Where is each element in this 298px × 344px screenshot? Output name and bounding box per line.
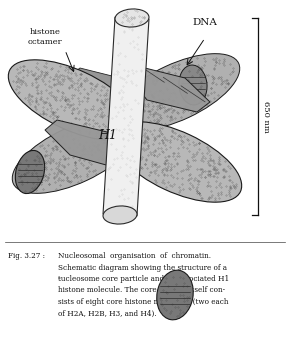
Text: ŧucleosome core particle and an associated H1: ŧucleosome core particle and an associat… [58, 275, 229, 283]
Ellipse shape [112, 122, 242, 202]
Polygon shape [45, 120, 120, 168]
Ellipse shape [157, 270, 193, 320]
Polygon shape [53, 68, 120, 110]
Polygon shape [130, 65, 210, 112]
Text: histone
octamer: histone octamer [28, 28, 62, 46]
Polygon shape [103, 17, 149, 216]
Ellipse shape [179, 65, 207, 105]
Text: histone molecule. The core particle itself con-: histone molecule. The core particle itse… [58, 287, 225, 294]
Ellipse shape [115, 9, 149, 27]
Text: DNA: DNA [193, 18, 218, 27]
Text: sists of eight core histone molecules (two each: sists of eight core histone molecules (t… [58, 298, 229, 306]
Ellipse shape [8, 60, 138, 140]
Text: of H2A, H2B, H3, and H4).: of H2A, H2B, H3, and H4). [58, 310, 157, 318]
Text: Fig. 3.27 :: Fig. 3.27 : [8, 252, 45, 260]
Text: 650 nm: 650 nm [262, 101, 270, 132]
Text: Schematic diagram showing the structure of a: Schematic diagram showing the structure … [58, 264, 227, 271]
Polygon shape [133, 135, 200, 172]
Ellipse shape [12, 117, 138, 193]
Ellipse shape [15, 150, 45, 194]
Text: H1: H1 [99, 129, 117, 141]
Text: Nucleosomal  organisation  of  chromatin.: Nucleosomal organisation of chromatin. [58, 252, 211, 260]
Ellipse shape [103, 206, 137, 224]
Ellipse shape [114, 54, 240, 130]
